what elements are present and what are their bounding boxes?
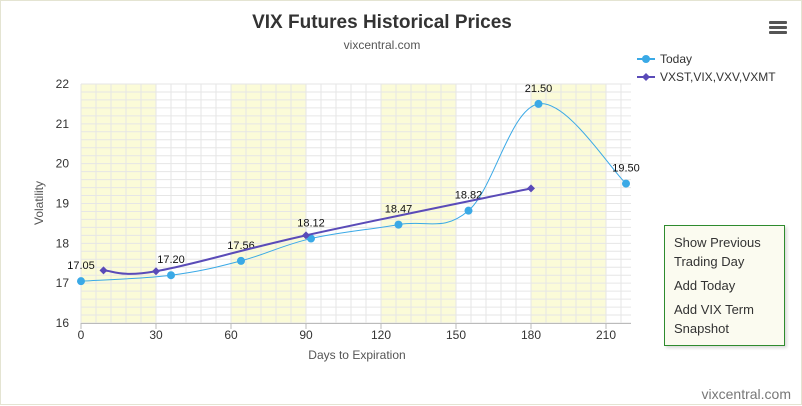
legend-marker <box>642 73 650 81</box>
legend-item-1[interactable]: VXST,VIX,VXV,VXMT <box>637 70 776 84</box>
y-axis-title: Volatility <box>32 181 46 225</box>
chart-subtitle: vixcentral.com <box>344 38 421 52</box>
y-tick-label: 20 <box>56 157 70 171</box>
menu-item-add-today[interactable]: Add Today <box>674 278 736 293</box>
menu-item-show-previous-trading-day[interactable]: Show Previous Trading Day <box>674 235 761 269</box>
data-label: 18.12 <box>297 218 325 230</box>
series-point-0 <box>307 234 315 243</box>
y-tick-label: 17 <box>56 276 70 290</box>
y-tick-label: 16 <box>56 316 70 330</box>
data-label: 17.20 <box>157 254 185 266</box>
menu-item-add-vix-term-snapshot[interactable]: Add VIX Term Snapshot <box>674 302 754 336</box>
data-label: 18.47 <box>385 204 413 216</box>
credit-text[interactable]: vixcentral.com <box>702 386 791 402</box>
series-point-0 <box>167 271 175 280</box>
x-tick-label: 0 <box>78 328 85 342</box>
x-tick-label: 120 <box>371 328 391 342</box>
chart-title: VIX Futures Historical Prices <box>252 12 512 33</box>
legend[interactable]: Today VXST,VIX,VXV,VXMT <box>637 52 776 84</box>
legend-label: Today <box>660 52 692 66</box>
series-line-1 <box>103 187 532 275</box>
legend-label: VXST,VIX,VXV,VXMT <box>660 70 776 84</box>
series-point-0 <box>622 179 630 188</box>
axes: 0 30 60 90 120 150 180 210 16 17 18 19 20 21 22 <box>56 77 631 342</box>
y-tick-label: 19 <box>56 197 70 211</box>
legend-item-0[interactable]: Today <box>637 52 692 66</box>
export-menu: Show Previous Trading Day Add Today Add … <box>664 225 785 346</box>
data-label: 17.05 <box>67 260 95 272</box>
legend-marker <box>642 55 650 63</box>
hamburger-icon[interactable] <box>769 21 787 37</box>
grid-lines <box>80 83 631 324</box>
series-point-0 <box>464 206 473 215</box>
x-tick-label: 30 <box>149 328 163 342</box>
x-tick-label: 60 <box>224 328 238 342</box>
series-point-0 <box>77 277 85 286</box>
data-label: 18.82 <box>455 190 483 202</box>
series-point-1 <box>99 266 108 275</box>
data-label: 21.50 <box>525 83 553 95</box>
series-point-1 <box>152 267 160 276</box>
series-point-1 <box>527 184 535 193</box>
series-point-0 <box>394 220 403 229</box>
series-point-0 <box>534 99 543 108</box>
x-tick-label: 210 <box>596 328 616 342</box>
y-tick-label: 18 <box>56 236 70 250</box>
data-label: 19.50 <box>612 163 640 175</box>
x-tick-label: 180 <box>521 328 541 342</box>
x-axis-title: Days to Expiration <box>308 348 405 362</box>
x-tick-label: 90 <box>299 328 313 342</box>
x-tick-label: 150 <box>446 328 466 342</box>
series-point-0 <box>237 256 245 265</box>
y-tick-label: 21 <box>56 117 70 131</box>
series-point-1 <box>302 231 310 240</box>
y-tick-label: 22 <box>56 77 70 91</box>
